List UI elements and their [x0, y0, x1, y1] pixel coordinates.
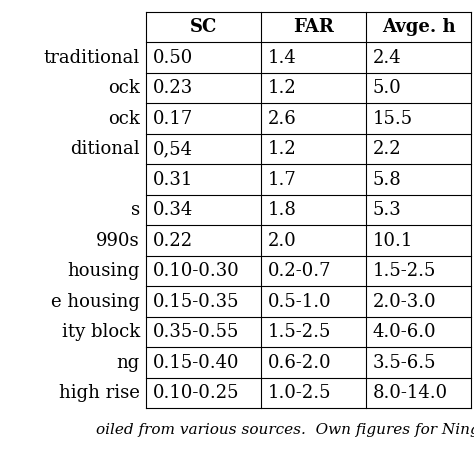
Text: 0.10-0.30: 0.10-0.30	[153, 262, 240, 280]
Text: 1.2: 1.2	[268, 140, 297, 158]
Text: e housing: e housing	[51, 292, 140, 310]
Text: ock: ock	[108, 109, 140, 128]
Text: 0.31: 0.31	[153, 171, 193, 189]
Text: 0.17: 0.17	[153, 109, 193, 128]
Text: 0.5-1.0: 0.5-1.0	[268, 292, 332, 310]
Text: Avge. h: Avge. h	[382, 18, 456, 36]
Text: 1.0-2.5: 1.0-2.5	[268, 384, 331, 402]
Text: 4.0-6.0: 4.0-6.0	[373, 323, 437, 341]
Text: ock: ock	[108, 79, 140, 97]
Text: 15.5: 15.5	[373, 109, 413, 128]
Text: FAR: FAR	[293, 18, 334, 36]
Text: high rise: high rise	[59, 384, 140, 402]
Text: 0.50: 0.50	[153, 49, 193, 67]
Text: 0.10-0.25: 0.10-0.25	[153, 384, 239, 402]
Text: 1.7: 1.7	[268, 171, 297, 189]
Text: 0,54: 0,54	[153, 140, 193, 158]
Text: 5.0: 5.0	[373, 79, 402, 97]
Text: 3.5-6.5: 3.5-6.5	[373, 354, 437, 372]
Text: s: s	[131, 201, 140, 219]
Text: 2.2: 2.2	[373, 140, 401, 158]
Text: 1.4: 1.4	[268, 49, 297, 67]
Text: 0.15-0.40: 0.15-0.40	[153, 354, 239, 372]
Text: 1.8: 1.8	[268, 201, 297, 219]
Text: 5.3: 5.3	[373, 201, 402, 219]
Text: 2.0: 2.0	[268, 232, 297, 250]
Text: housing: housing	[67, 262, 140, 280]
Text: 0.2-0.7: 0.2-0.7	[268, 262, 331, 280]
Text: 5.8: 5.8	[373, 171, 402, 189]
Text: 2.0-3.0: 2.0-3.0	[373, 292, 437, 310]
Text: 1.2: 1.2	[268, 79, 297, 97]
Text: traditional: traditional	[44, 49, 140, 67]
Text: 0.35-0.55: 0.35-0.55	[153, 323, 239, 341]
Text: 2.4: 2.4	[373, 49, 401, 67]
Text: 0.15-0.35: 0.15-0.35	[153, 292, 239, 310]
Text: ditional: ditional	[70, 140, 140, 158]
Text: 8.0-14.0: 8.0-14.0	[373, 384, 448, 402]
Text: 2.6: 2.6	[268, 109, 297, 128]
Text: 0.23: 0.23	[153, 79, 193, 97]
Text: 990s: 990s	[96, 232, 140, 250]
Text: 0.34: 0.34	[153, 201, 193, 219]
Text: 1.5-2.5: 1.5-2.5	[268, 323, 331, 341]
Text: SC: SC	[190, 18, 217, 36]
Text: ity block: ity block	[62, 323, 140, 341]
Text: ng: ng	[117, 354, 140, 372]
Text: 1.5-2.5: 1.5-2.5	[373, 262, 437, 280]
Text: 0.6-2.0: 0.6-2.0	[268, 354, 332, 372]
Text: 0.22: 0.22	[153, 232, 193, 250]
Text: 10.1: 10.1	[373, 232, 413, 250]
Text: oiled from various sources.  Own figures for Ningb: oiled from various sources. Own figures …	[96, 422, 474, 437]
